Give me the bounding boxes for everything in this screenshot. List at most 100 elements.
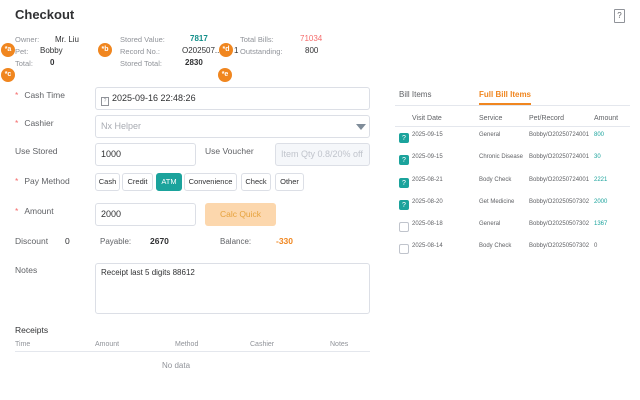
stored-total-value: 2830 [185, 58, 203, 67]
tab-full-bill-items[interactable]: Full Bill Items [479, 90, 532, 99]
page-title: Checkout [15, 7, 75, 22]
outstanding-value: 800 [305, 46, 319, 55]
receipts-empty-text: No data [162, 361, 191, 370]
bill-row-service: Body Check [479, 243, 512, 249]
annotation-badge-d: *d [219, 43, 233, 57]
receipts-title: Receipts [15, 325, 49, 335]
bill-row-service: Get Medicine [479, 199, 515, 205]
cash-time-input[interactable]: ? 2025-09-16 22:48:26 [95, 87, 370, 110]
bill-row-record: Bobby/O20250507302 [529, 221, 590, 227]
bill-row-service: General [479, 221, 501, 227]
bill-row-date: 2025-09-15 [412, 154, 443, 160]
bill-row-service: General [479, 132, 501, 138]
bill-row-amount: 2221 [594, 177, 608, 183]
use-voucher-placeholder: Item Qty 0.8/20% off [281, 149, 363, 159]
bill-row-date: 2025-08-21 [412, 177, 443, 183]
receipts-col-time: Time [15, 341, 31, 348]
pay-method-cash-button[interactable]: Cash [95, 173, 120, 191]
bill-row-record: Bobby/O20250724001 [529, 132, 590, 138]
stored-value: 7817 [190, 34, 208, 43]
bill-row-date: 2025-09-15 [412, 132, 443, 138]
bill-col-visit-date: Visit Date [412, 115, 442, 122]
receipts-col-method: Method [175, 341, 199, 348]
pay-method-label-text: Pay Method [24, 176, 70, 186]
cash-time-label-text: Cash Time [24, 90, 65, 100]
pet-label: Pet: [15, 47, 29, 56]
bill-header-divider [395, 126, 630, 127]
bill-row-amount: 2000 [594, 199, 608, 205]
bill-row-amount: 1367 [594, 221, 608, 227]
bill-row-checkbox[interactable] [399, 244, 409, 254]
amount-label: * Amount [15, 206, 54, 216]
owner-label: Owner: [15, 35, 40, 44]
pay-method-label: * Pay Method [15, 176, 70, 186]
receipts-divider [15, 351, 370, 352]
notes-textarea[interactable]: Receipt last 5 digits 88612 [95, 263, 370, 314]
record-no-label: Record No.: [120, 47, 161, 56]
total-value: 0 [50, 58, 55, 67]
record-no-value: O202507... [182, 46, 222, 55]
bill-col-amount: Amount [594, 115, 619, 122]
notes-label: Notes [15, 265, 38, 275]
pay-method-convenience-button[interactable]: Convenience [184, 173, 237, 191]
pay-method-check-button[interactable]: Check [241, 173, 271, 191]
stored-total-label: Stored Total: [120, 59, 162, 68]
pay-method-atm-button[interactable]: ATM [156, 173, 182, 191]
required-mark: * [15, 118, 19, 128]
bill-row-date: 2025-08-14 [412, 243, 443, 249]
bill-row-checkbox[interactable]: ? [399, 133, 409, 143]
bill-row-record: Bobby/O20250724001 [529, 177, 590, 183]
use-stored-input[interactable]: 1000 [95, 143, 196, 166]
amount-input[interactable]: 2000 [95, 203, 196, 226]
required-mark: * [15, 206, 19, 216]
outstanding-label: Outstanding: [240, 47, 283, 56]
cashier-placeholder: Nx Helper [101, 121, 142, 131]
active-tab-indicator [479, 103, 531, 105]
required-mark: * [15, 176, 19, 186]
balance-value: -330 [276, 236, 294, 246]
cashier-select[interactable]: Nx Helper [95, 115, 370, 138]
payable-label: Payable: [100, 237, 132, 246]
use-stored-label: Use Stored [15, 146, 58, 156]
pay-method-other-button[interactable]: Other [275, 173, 304, 191]
tabs-divider [395, 105, 630, 106]
bill-row-checkbox[interactable]: ? [399, 178, 409, 188]
bill-row-checkbox[interactable] [399, 222, 409, 232]
bill-row-record: Bobby/O20250507302 [529, 199, 590, 205]
calc-quick-button[interactable]: Calc Quick [205, 203, 276, 226]
required-mark: * [15, 90, 19, 100]
chevron-down-icon[interactable] [356, 124, 366, 130]
bill-row-checkbox[interactable]: ? [399, 200, 409, 210]
bill-row-checkbox[interactable]: ? [399, 155, 409, 165]
bill-row-service: Chronic Disease [479, 154, 524, 160]
pet-value: Bobby [40, 46, 63, 55]
discount-value: 0 [65, 236, 70, 246]
cashier-label: * Cashier [15, 118, 54, 128]
use-voucher-label: Use Voucher [205, 146, 254, 156]
receipts-col-notes: Notes [330, 341, 349, 348]
cash-time-value: 2025-09-16 22:48:26 [112, 93, 196, 103]
receipts-col-amount: Amount [95, 341, 120, 348]
total-bills-value: 71034 [300, 34, 323, 43]
cash-time-label: * Cash Time [15, 90, 65, 100]
pay-method-credit-button[interactable]: Credit [122, 173, 153, 191]
bill-col-service: Service [479, 115, 503, 122]
annotation-badge-e: *e [218, 68, 232, 82]
bill-row-record: Bobby/O20250724001 [529, 154, 590, 160]
use-voucher-select[interactable]: Item Qty 0.8/20% off [275, 143, 370, 166]
tab-bill-items[interactable]: Bill Items [399, 90, 432, 99]
bill-row-amount: 0 [594, 243, 598, 249]
annotation-badge-c: *c [1, 68, 15, 82]
discount-label: Discount [15, 236, 49, 246]
total-label: Total: [15, 59, 33, 68]
bill-row-service: Body Check [479, 177, 512, 183]
cashier-label-text: Cashier [24, 118, 54, 128]
help-icon[interactable]: ? [614, 9, 625, 23]
calendar-icon: ? [101, 97, 109, 106]
bill-row-date: 2025-08-18 [412, 221, 443, 227]
bill-row-amount: 30 [594, 154, 601, 160]
bill-row-amount: 800 [594, 132, 605, 138]
balance-label: Balance: [220, 237, 252, 246]
bill-row-record: Bobby/O20250507302 [529, 243, 590, 249]
use-stored-value: 1000 [101, 149, 122, 159]
